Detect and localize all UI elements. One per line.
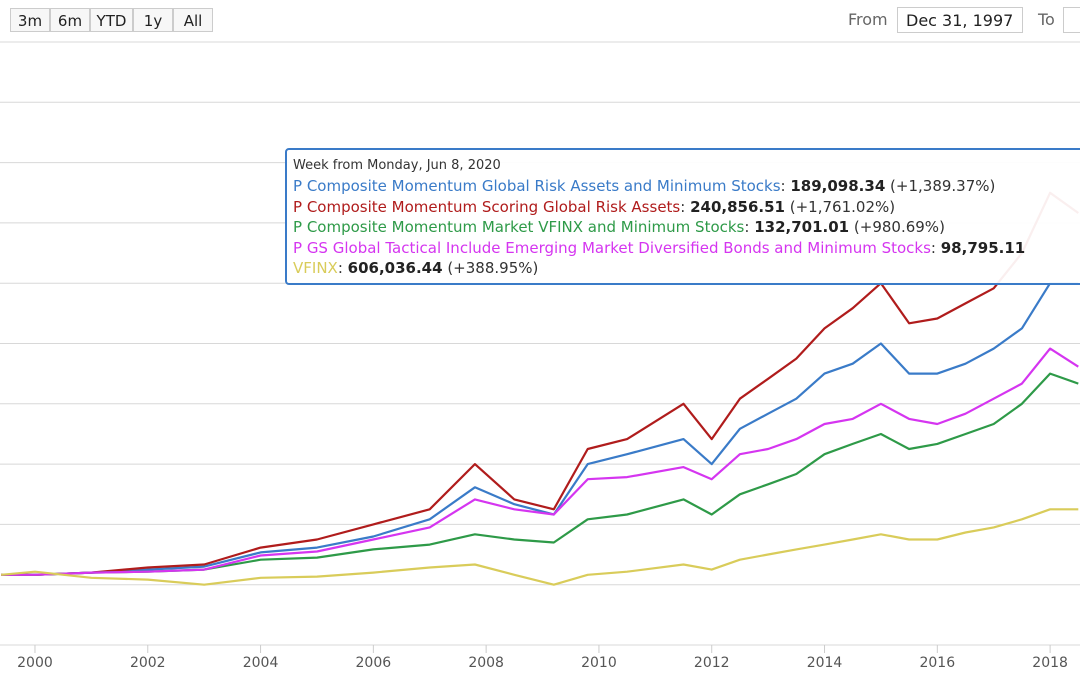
range-button[interactable]: 1y — [133, 8, 173, 32]
x-tick-label: 2010 — [581, 655, 617, 671]
from-label: From — [848, 10, 888, 29]
tooltip-header: Week from Monday, Jun 8, 2020 — [293, 158, 501, 173]
x-tick-label: 2014 — [807, 655, 843, 671]
x-tick-label: 2018 — [1032, 655, 1068, 671]
tooltip-value: 132,701.01 — [754, 218, 850, 236]
tooltip-row: VFINX: 606,036.44 (+388.95%) — [293, 259, 539, 277]
tooltip-change: (+980.69%) — [853, 218, 945, 236]
series-line — [1, 282, 1079, 576]
x-tick-label: 2008 — [468, 655, 504, 671]
tooltip-value: 189,098.34 — [790, 177, 886, 195]
tooltip-series-name: P Composite Momentum Global Risk Assets … — [293, 177, 781, 195]
tooltip-change: (+388.95%) — [447, 259, 539, 277]
range-button[interactable]: 6m — [50, 8, 90, 32]
tooltip-series-name: VFINX — [293, 259, 338, 277]
tooltip-row: P Composite Momentum Market VFINX and Mi… — [293, 218, 945, 236]
to-date-input[interactable] — [1063, 7, 1080, 33]
tooltip-series-name: P Composite Momentum Scoring Global Risk… — [293, 197, 681, 216]
series-line — [1, 347, 1079, 576]
range-button[interactable]: 3m — [10, 8, 50, 32]
range-button[interactable]: All — [173, 8, 213, 32]
series-line — [0, 508, 1079, 586]
tooltip: Week from Monday, Jun 8, 2020 P Composite… — [285, 148, 1080, 285]
tooltip-row: P Composite Momentum Global Risk Assets … — [293, 177, 996, 195]
x-tick-label: 2002 — [130, 655, 166, 671]
tooltip-value: 606,036.44 — [347, 259, 443, 277]
series-line — [1, 191, 1079, 576]
tooltip-value: 240,856.51 — [690, 197, 785, 216]
range-button[interactable]: YTD — [90, 8, 133, 32]
x-tick-label: 2006 — [356, 655, 392, 671]
tooltip-series-name: P GS Global Tactical Include Emerging Ma… — [293, 238, 931, 257]
x-tick-label: 2016 — [919, 655, 955, 671]
tooltip-row: P Composite Momentum Scoring Global Risk… — [293, 197, 896, 216]
from-date-input[interactable]: Dec 31, 1997 — [897, 7, 1023, 33]
x-tick-label: 2012 — [694, 655, 730, 671]
tooltip-row: P GS Global Tactical Include Emerging Ma… — [293, 238, 1026, 257]
tooltip-series-name: P Composite Momentum Market VFINX and Mi… — [293, 218, 745, 236]
tooltip-value: 98,795.11 — [940, 238, 1026, 257]
to-label: To — [1038, 10, 1055, 29]
x-tick-label: 2004 — [243, 655, 279, 671]
tooltip-change: (+1,389.37%) — [890, 177, 996, 195]
tooltip-change: (+1,761.02%) — [789, 197, 896, 216]
x-tick-label: 2000 — [17, 655, 53, 671]
series-line — [1, 372, 1079, 576]
